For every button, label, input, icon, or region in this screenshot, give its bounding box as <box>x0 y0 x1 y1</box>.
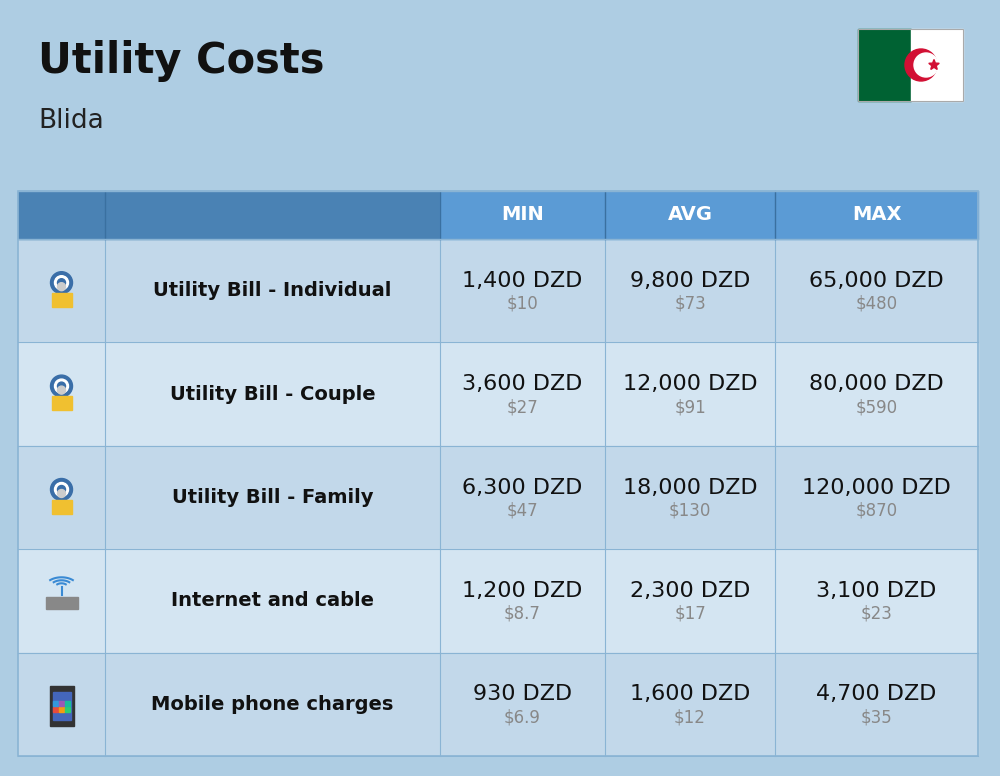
Circle shape <box>58 282 66 291</box>
Text: $870: $870 <box>855 501 898 519</box>
Text: 18,000 DZD: 18,000 DZD <box>623 477 757 497</box>
Text: $590: $590 <box>855 398 898 416</box>
Text: $8.7: $8.7 <box>504 605 541 623</box>
Text: $130: $130 <box>669 501 711 519</box>
Circle shape <box>58 382 66 390</box>
Text: 3,600 DZD: 3,600 DZD <box>462 374 583 394</box>
Circle shape <box>905 49 937 81</box>
Bar <box>50 686 74 726</box>
Bar <box>52 293 72 307</box>
Text: $10: $10 <box>507 295 538 313</box>
Text: 12,000 DZD: 12,000 DZD <box>623 374 757 394</box>
Bar <box>46 597 78 609</box>
Text: 3,100 DZD: 3,100 DZD <box>816 581 937 601</box>
Text: 1,400 DZD: 1,400 DZD <box>462 271 583 291</box>
Circle shape <box>54 275 68 289</box>
Bar <box>40 684 82 726</box>
Text: $6.9: $6.9 <box>504 708 541 726</box>
Bar <box>52 396 72 410</box>
Bar <box>18 191 978 756</box>
Bar <box>40 476 82 518</box>
Circle shape <box>914 53 938 77</box>
Bar <box>64 707 70 712</box>
Bar <box>64 702 70 706</box>
Bar <box>58 707 64 712</box>
Text: $47: $47 <box>507 501 538 519</box>
Bar <box>18 549 978 653</box>
Text: 80,000 DZD: 80,000 DZD <box>809 374 944 394</box>
Text: $27: $27 <box>507 398 538 416</box>
Text: Mobile phone charges: Mobile phone charges <box>151 695 394 714</box>
Text: 120,000 DZD: 120,000 DZD <box>802 477 951 497</box>
Text: $17: $17 <box>674 605 706 623</box>
Circle shape <box>58 486 66 494</box>
Circle shape <box>58 490 66 497</box>
Circle shape <box>58 386 66 394</box>
Bar <box>40 373 82 415</box>
Polygon shape <box>929 60 939 69</box>
Bar <box>40 580 82 622</box>
Text: $35: $35 <box>861 708 892 726</box>
Bar <box>58 702 64 706</box>
Text: $73: $73 <box>674 295 706 313</box>
Text: Internet and cable: Internet and cable <box>171 591 374 611</box>
Circle shape <box>50 272 72 293</box>
Circle shape <box>58 279 66 286</box>
Bar <box>858 29 910 101</box>
Text: $12: $12 <box>674 708 706 726</box>
Text: 930 DZD: 930 DZD <box>473 684 572 705</box>
Text: 2,300 DZD: 2,300 DZD <box>630 581 750 601</box>
Text: 9,800 DZD: 9,800 DZD <box>630 271 750 291</box>
Bar <box>18 191 440 239</box>
Bar <box>18 445 978 549</box>
Text: Utility Bill - Individual: Utility Bill - Individual <box>153 281 392 300</box>
Bar <box>52 707 58 712</box>
Text: Utility Bill - Couple: Utility Bill - Couple <box>170 385 375 404</box>
Text: $23: $23 <box>861 605 892 623</box>
Text: 6,300 DZD: 6,300 DZD <box>462 477 583 497</box>
Text: 1,600 DZD: 1,600 DZD <box>630 684 750 705</box>
Circle shape <box>54 379 68 393</box>
Text: 65,000 DZD: 65,000 DZD <box>809 271 944 291</box>
Text: $480: $480 <box>855 295 898 313</box>
Bar <box>858 29 963 101</box>
Bar <box>52 692 70 720</box>
Circle shape <box>50 375 72 397</box>
Bar <box>40 270 82 312</box>
Text: Blida: Blida <box>38 108 104 134</box>
Text: MAX: MAX <box>852 206 901 224</box>
Text: $91: $91 <box>674 398 706 416</box>
Bar <box>18 342 978 445</box>
Bar <box>910 29 963 101</box>
Bar <box>18 653 978 756</box>
Text: 1,200 DZD: 1,200 DZD <box>462 581 583 601</box>
Bar <box>52 702 58 706</box>
Bar <box>18 239 978 342</box>
Circle shape <box>54 483 68 497</box>
Text: AVG: AVG <box>668 206 712 224</box>
Text: MIN: MIN <box>501 206 544 224</box>
Circle shape <box>50 479 72 501</box>
Bar <box>440 191 978 239</box>
Text: 4,700 DZD: 4,700 DZD <box>816 684 937 705</box>
Bar <box>52 500 72 514</box>
Text: Utility Bill - Family: Utility Bill - Family <box>172 488 373 507</box>
Text: Utility Costs: Utility Costs <box>38 40 324 82</box>
